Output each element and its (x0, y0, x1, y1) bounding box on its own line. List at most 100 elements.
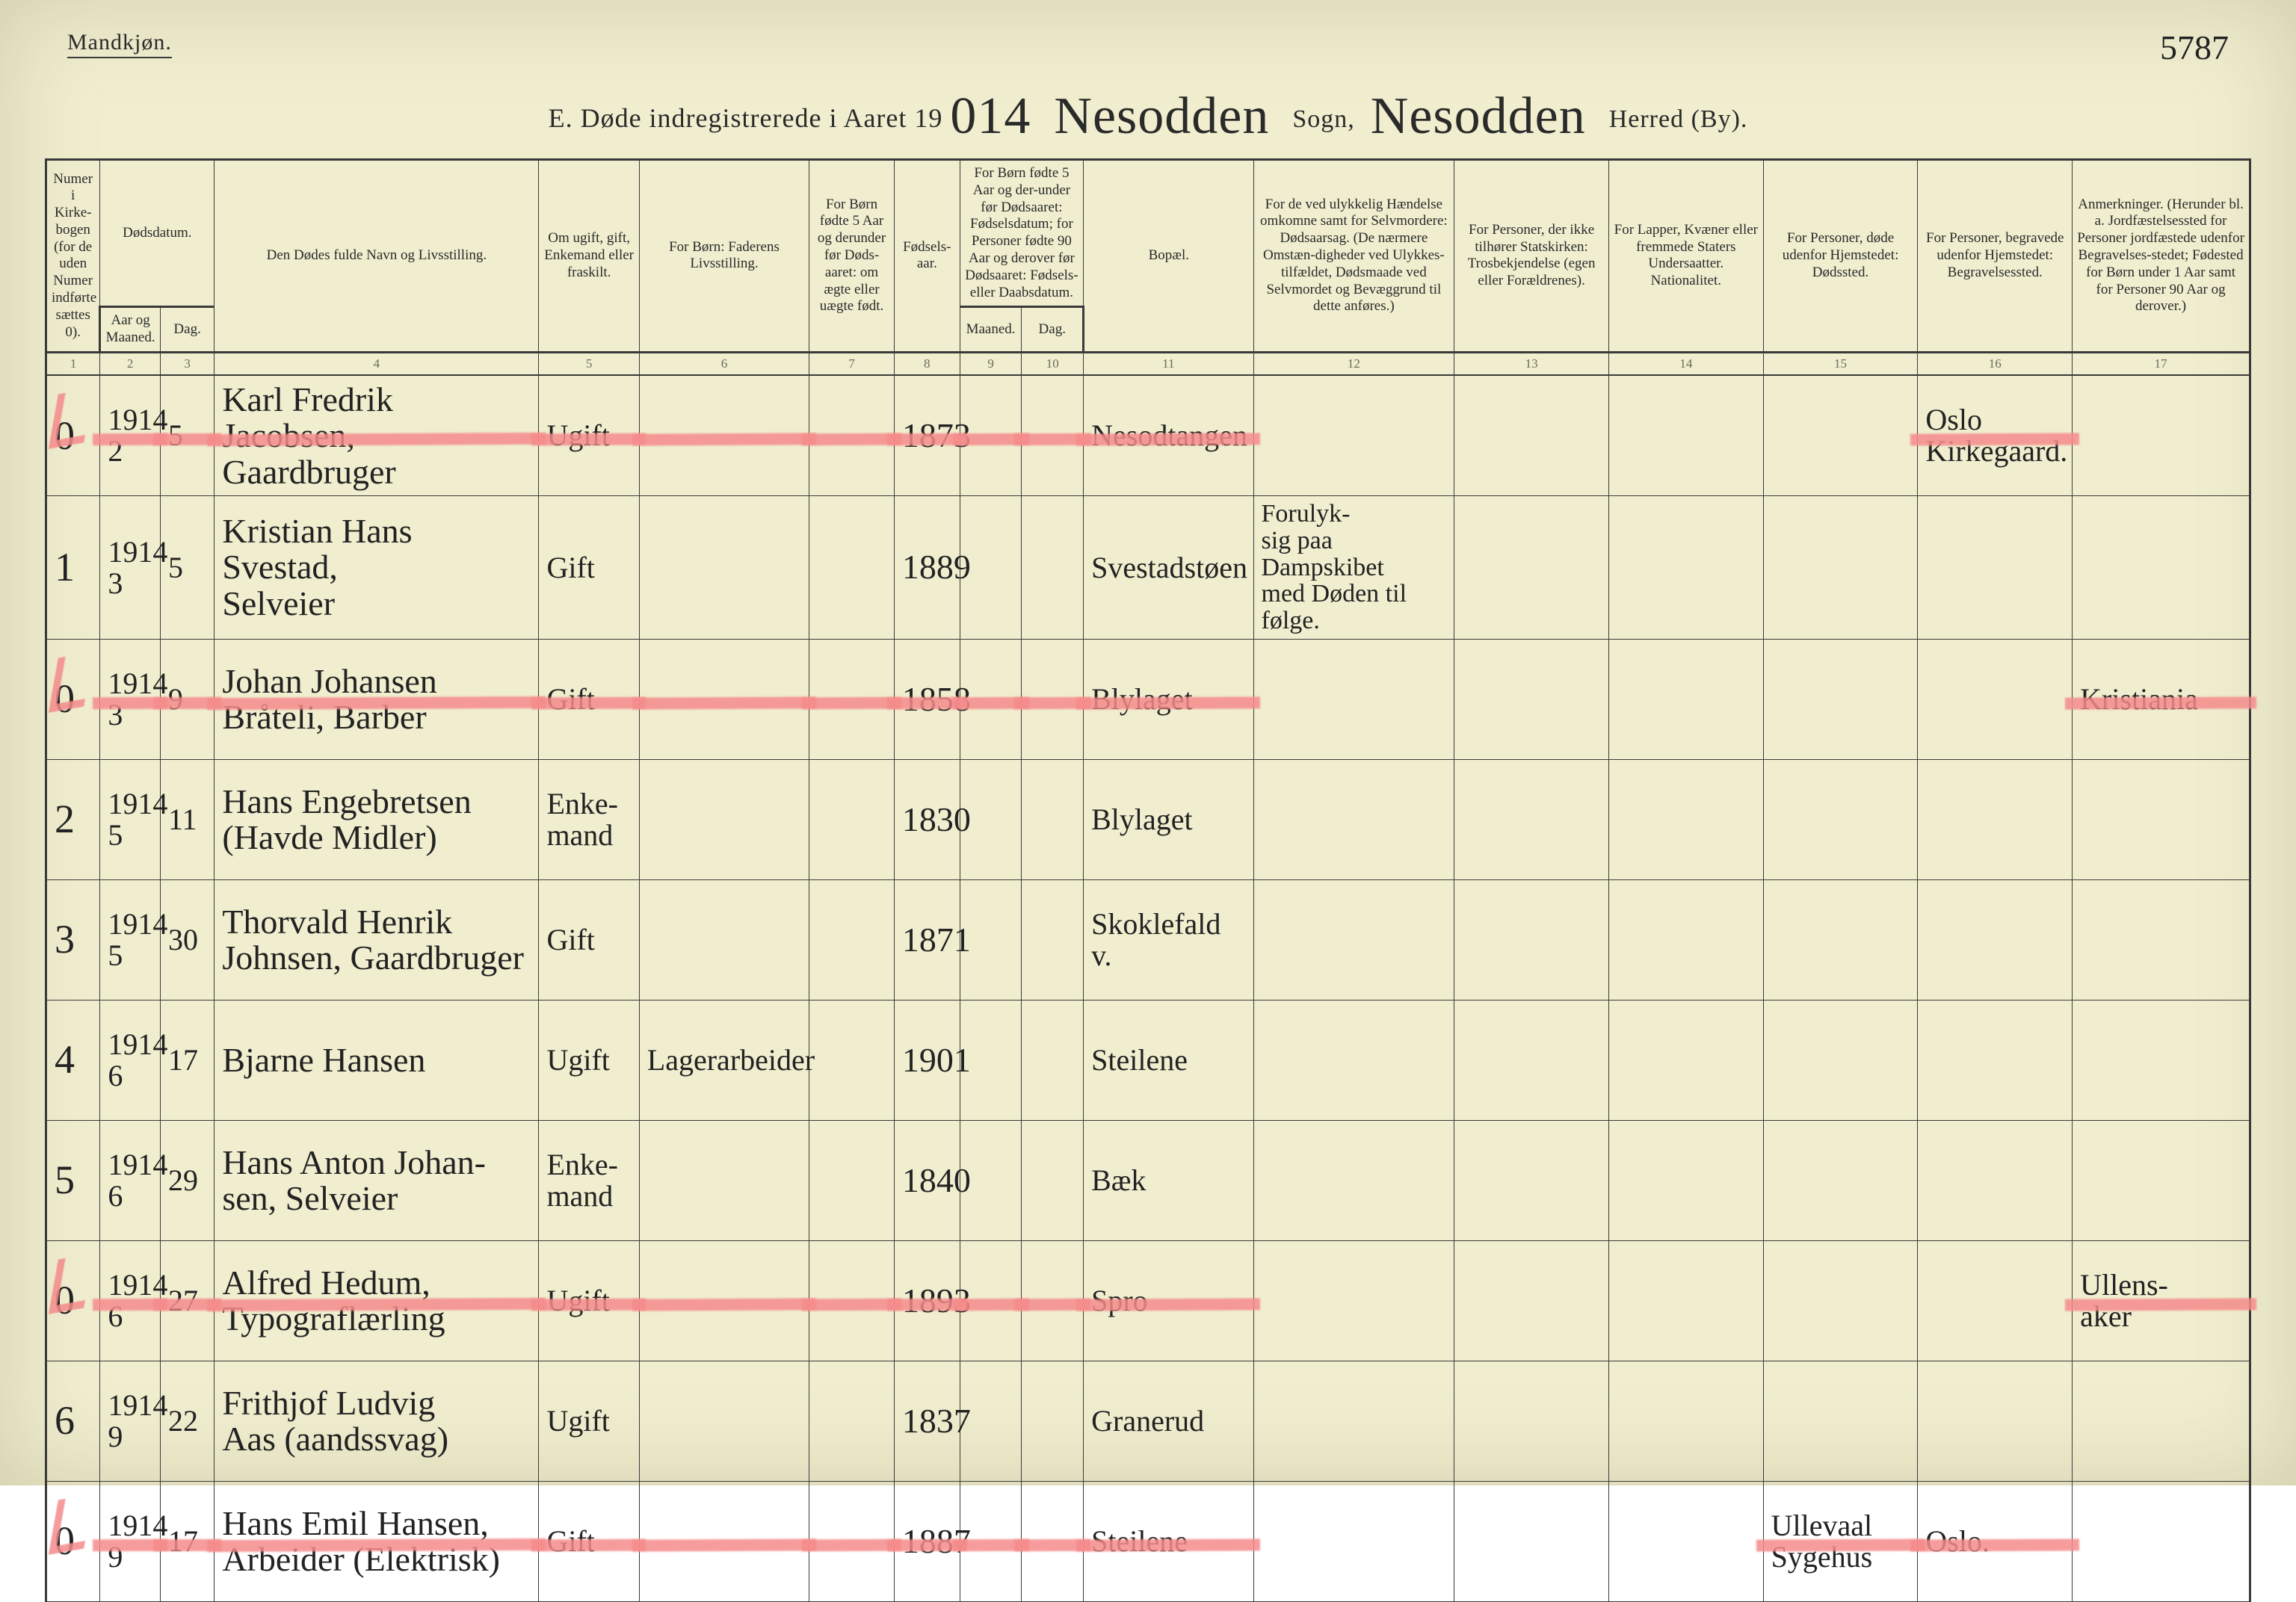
marital-status: Enke- mand (539, 759, 639, 879)
birth-year: 1830 (894, 759, 960, 879)
birth-month (960, 496, 1022, 639)
register-table: Numer i Kirke-bogen (for de uden Numer i… (45, 158, 2251, 1602)
death-day: 11 (160, 759, 214, 879)
death-year-month: 19145 (100, 879, 161, 1000)
death-day: 5 (160, 375, 214, 496)
cause-of-death (1253, 759, 1454, 879)
burial-place (1918, 1361, 2073, 1481)
legitimacy (809, 1240, 895, 1361)
table-row: 21914511Hans Engebretsen(Havde Midler)En… (46, 759, 2250, 879)
table-row: 61914922Frithjof LudvigAas (aandssvag)Ug… (46, 1361, 2250, 1481)
birth-month (960, 879, 1022, 1000)
birth-day (1022, 1481, 1084, 1601)
colnum-2: 2 (100, 352, 161, 375)
nationality (1608, 879, 1763, 1000)
confession (1454, 1000, 1609, 1120)
death-day: 9 (160, 639, 214, 759)
place-of-death (1763, 639, 1918, 759)
name-occupation: Kristian Hans Svestad,Selveier (215, 496, 539, 639)
place-of-death (1763, 1361, 1918, 1481)
residence: Bæk (1084, 1120, 1253, 1240)
father-occupation (639, 1240, 809, 1361)
legitimacy (809, 1120, 895, 1240)
table-row: 41914617Bjarne HansenUgiftLagerarbeider1… (46, 1000, 2250, 1120)
title-prefix: E. Døde indregistrerede i Aaret 19 (549, 103, 943, 133)
col-17-header: Anmerkninger. (Herunder bl. a. Jordfæste… (2073, 160, 2250, 353)
entry-number: 0 (46, 639, 100, 759)
colnum-8: 8 (894, 352, 960, 375)
birth-month (960, 1361, 1022, 1481)
marital-status: Ugift (539, 1361, 639, 1481)
birth-month (960, 1481, 1022, 1601)
colnum-15: 15 (1763, 352, 1918, 375)
table-row: 0191425Karl Fredrik Jacobsen,Gaardbruger… (46, 375, 2250, 496)
col-6-header: For Børn: Faderens Livsstilling. (639, 160, 809, 353)
table-row: 31914530Thorvald HenrikJohnsen, Gaardbru… (46, 879, 2250, 1000)
place-of-death (1763, 496, 1918, 639)
name-occupation: Johan JohansenBråteli, Barber (215, 639, 539, 759)
colnum-1: 1 (46, 352, 100, 375)
confession (1454, 1120, 1609, 1240)
remarks (2073, 1000, 2250, 1120)
name-occupation: Thorvald HenrikJohnsen, Gaardbruger (215, 879, 539, 1000)
entry-number: 5 (46, 1120, 100, 1240)
nationality (1608, 375, 1763, 496)
death-year-month: 19146 (100, 1000, 161, 1120)
marital-status: Gift (539, 879, 639, 1000)
death-year-month: 19145 (100, 759, 161, 879)
col-9-10-group: For Børn fødte 5 Aar og der-under før Dø… (960, 160, 1083, 307)
register-page: Mandkjøn. 5787 E. Døde indregistrerede i… (0, 0, 2296, 1485)
confession (1454, 1361, 1609, 1481)
place-of-death (1763, 1000, 1918, 1120)
confession (1454, 375, 1609, 496)
place-of-death (1763, 1240, 1918, 1361)
father-occupation (639, 375, 809, 496)
entry-number: 3 (46, 879, 100, 1000)
legitimacy (809, 759, 895, 879)
father-occupation (639, 1361, 809, 1481)
table-body: 0191425Karl Fredrik Jacobsen,Gaardbruger… (46, 375, 2250, 1601)
col-14-header: For Lapper, Kvæner eller fremmede Stater… (1608, 160, 1763, 353)
cause-of-death (1253, 879, 1454, 1000)
death-day: 5 (160, 496, 214, 639)
remarks: Ullens- aker (2073, 1240, 2250, 1361)
burial-place (1918, 1240, 2073, 1361)
birth-month (960, 1240, 1022, 1361)
birth-day (1022, 1361, 1084, 1481)
death-day: 17 (160, 1000, 214, 1120)
legitimacy (809, 639, 895, 759)
name-occupation: Karl Fredrik Jacobsen,Gaardbruger (215, 375, 539, 496)
col-10-header: Dag. (1022, 307, 1084, 353)
place-of-death (1763, 879, 1918, 1000)
birth-year: 1840 (894, 1120, 960, 1240)
death-year-month: 19143 (100, 639, 161, 759)
col-7-header: For Børn fødte 5 Aar og derunder før Død… (809, 160, 895, 353)
residence: Skoklefald v. (1084, 879, 1253, 1000)
father-occupation (639, 496, 809, 639)
birth-month (960, 759, 1022, 879)
colnum-16: 16 (1918, 352, 2073, 375)
death-year-month: 19149 (100, 1481, 161, 1601)
remarks (2073, 759, 2250, 879)
birth-day (1022, 375, 1084, 496)
burial-place (1918, 1120, 2073, 1240)
nationality (1608, 1361, 1763, 1481)
burial-place (1918, 879, 2073, 1000)
table-row: 01914917Hans Emil Hansen,Arbeider (Elekt… (46, 1481, 2250, 1601)
colnum-13: 13 (1454, 352, 1609, 375)
colnum-7: 7 (809, 352, 895, 375)
col-2-3-group: Dødsdatum. (100, 160, 215, 307)
residence: Blylaget (1084, 639, 1253, 759)
cause-of-death (1253, 639, 1454, 759)
nationality (1608, 639, 1763, 759)
legitimacy (809, 879, 895, 1000)
birth-year: 1837 (894, 1361, 960, 1481)
remarks (2073, 375, 2250, 496)
remarks (2073, 1120, 2250, 1240)
marital-status: Gift (539, 1481, 639, 1601)
birth-day (1022, 639, 1084, 759)
father-occupation (639, 1481, 809, 1601)
burial-place (1918, 1000, 2073, 1120)
cause-of-death: Forulyk- sig paa Dampskibet med Døden ti… (1253, 496, 1454, 639)
birth-year: 1893 (894, 1240, 960, 1361)
